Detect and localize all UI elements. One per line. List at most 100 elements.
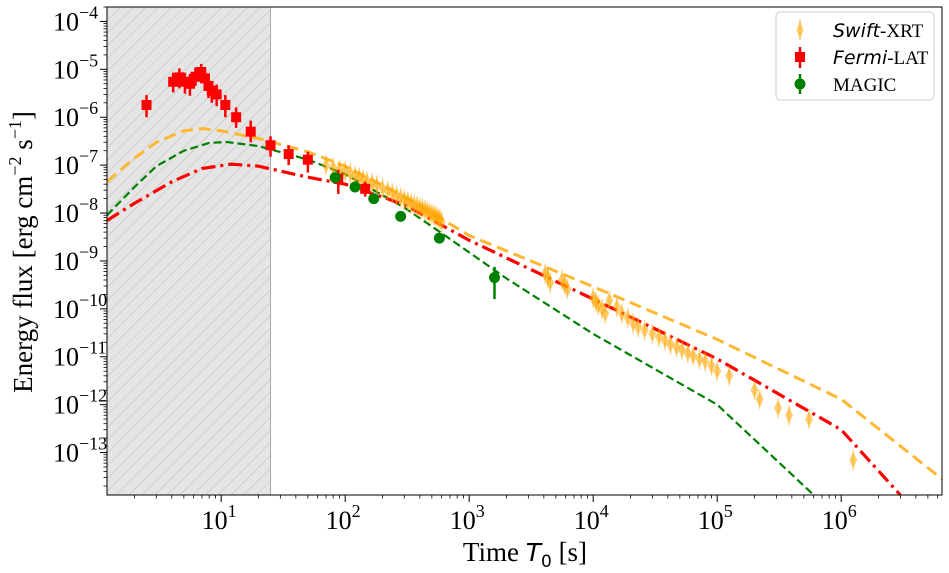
swift-point (612, 298, 621, 315)
legend-box (775, 11, 935, 101)
fermi-point (245, 126, 256, 137)
legend-magic-label: MAGIC (833, 75, 896, 96)
legend-fermi-label-italic: Fermi (833, 47, 888, 69)
legend-swift-label-rest: -XRT (880, 21, 924, 42)
swift-point (672, 338, 681, 355)
y-tick-base: 10 (53, 151, 79, 180)
swift-point (755, 391, 764, 408)
x-tick-label: 104 (574, 501, 609, 535)
y-tick-label: 10−12 (53, 386, 107, 420)
magic-point (395, 210, 407, 222)
y-axis-label-exp1: −2 (5, 157, 25, 176)
x-tick-exp: 1 (228, 501, 237, 521)
x-axis-label-var: T (526, 538, 543, 567)
magic-point (433, 232, 445, 244)
x-tick-exp: 5 (724, 501, 733, 521)
swift-point (695, 350, 704, 367)
x-tick-base: 10 (450, 506, 476, 535)
data-points (141, 63, 858, 470)
magic-point (329, 172, 341, 184)
swift-point (321, 157, 330, 174)
y-tick-base: 10 (53, 439, 79, 468)
x-tick-exp: 6 (848, 501, 857, 521)
y-tick-exp: −8 (79, 194, 98, 214)
x-tick-label: 102 (326, 501, 361, 535)
x-tick-label: 105 (698, 501, 733, 535)
y-tick-base: 10 (53, 391, 79, 420)
y-tick-exp: −13 (79, 434, 107, 454)
swift-point (623, 309, 632, 326)
magic-point (368, 193, 380, 205)
swift-point (774, 400, 783, 417)
y-tick-base: 10 (53, 7, 79, 36)
y-tick-exp: −11 (79, 338, 106, 358)
swift-point (655, 328, 664, 345)
legend-entry-fermi: Fermi-LAT (795, 47, 929, 69)
legend-fermi-marker (795, 52, 805, 62)
y-tick-exp: −10 (79, 290, 107, 310)
y-tick-base: 10 (53, 247, 79, 276)
x-tick-base: 10 (574, 506, 600, 535)
fermi-point (199, 73, 210, 84)
swift-point (546, 274, 555, 291)
y-tick-base: 10 (53, 103, 79, 132)
y-tick-exp: −12 (79, 386, 107, 406)
y-tick-label: 10−8 (53, 194, 98, 228)
swift-point (713, 363, 722, 380)
x-axis-label: Time T0 [s] (463, 537, 587, 572)
series-magic (329, 172, 501, 300)
x-axis: 101 102 103 104 105 106 (134, 495, 939, 535)
y-tick-base: 10 (53, 199, 79, 228)
x-tick-exp: 4 (600, 501, 609, 521)
x-tick-base: 10 (822, 506, 848, 535)
x-tick-base: 10 (698, 506, 724, 535)
y-axis-label-mid: s (8, 139, 38, 156)
legend-entry-swift: Swift-XRT (796, 20, 924, 42)
fermi-point (174, 72, 185, 83)
y-tick-label: 10−9 (53, 242, 98, 276)
y-tick-label: 10−13 (53, 434, 107, 468)
legend-swift-marker (796, 22, 804, 38)
y-tick-exp: −9 (79, 242, 98, 262)
y-axis: 10−1310−1210−1110−1010−910−810−710−610−5… (53, 2, 107, 487)
y-tick-base: 10 (53, 343, 79, 372)
swift-point (666, 336, 675, 353)
x-tick-base: 10 (326, 506, 352, 535)
plot-frame (106, 6, 943, 496)
y-axis-label-text: Energy flux [erg cm (8, 176, 38, 393)
legend-entry-magic: MAGIC (794, 74, 896, 96)
x-tick-label: 101 (202, 501, 237, 535)
fermi-point (190, 71, 201, 82)
swift-point (689, 347, 698, 364)
y-tick-label: 10−11 (53, 338, 106, 372)
x-tick-exp: 3 (476, 501, 485, 521)
legend-magic-marker (794, 78, 806, 90)
swift-point (605, 292, 614, 309)
model-red (107, 162, 902, 495)
x-tick-label: 103 (450, 501, 485, 535)
y-tick-base: 10 (53, 295, 79, 324)
magic-point (489, 272, 501, 284)
x-axis-label-sub: 0 (541, 552, 552, 572)
y-axis-label: Energy flux [erg cm−2 s−1] (5, 111, 38, 393)
swift-point (648, 325, 657, 342)
swift-point (563, 280, 572, 297)
legend-swift-label: Swift-XRT (833, 20, 924, 42)
y-tick-exp: −6 (79, 98, 98, 118)
fermi-point (184, 78, 195, 89)
x-tick-label: 106 (822, 501, 857, 535)
swift-point (634, 318, 643, 335)
series-swift (321, 155, 858, 470)
y-tick-exp: −4 (79, 2, 98, 22)
y-tick-label: 10−6 (53, 98, 98, 132)
fermi-point (265, 140, 276, 151)
swift-point (849, 451, 858, 468)
y-tick-base: 10 (53, 55, 79, 84)
fermi-point (283, 149, 294, 160)
x-axis-label-suffix: [s] (552, 537, 587, 567)
fermi-point (231, 112, 242, 123)
swift-point (601, 305, 610, 322)
swift-point (437, 213, 446, 230)
swift-point (805, 411, 814, 428)
